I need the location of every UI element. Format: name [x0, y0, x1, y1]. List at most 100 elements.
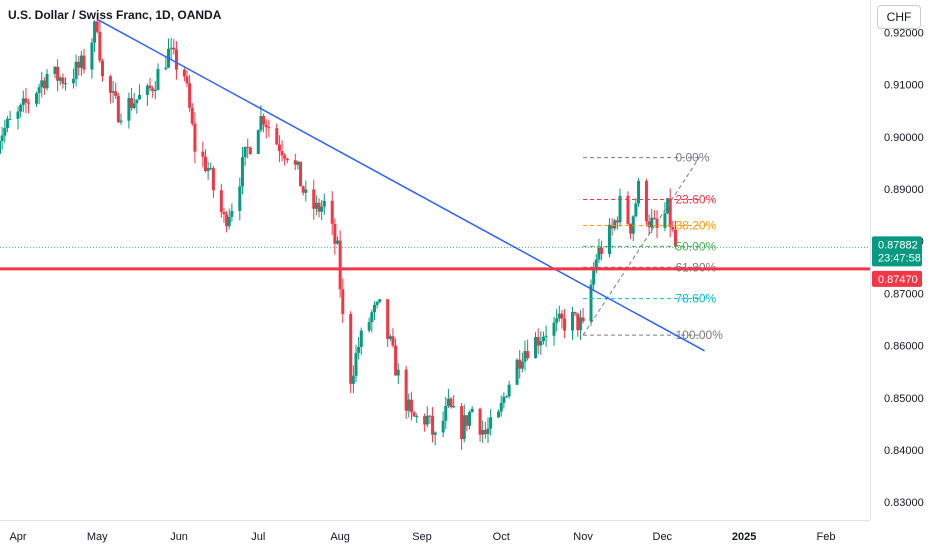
- candle-body: [557, 313, 561, 319]
- candle-body: [188, 83, 192, 108]
- candle-body: [45, 73, 49, 89]
- time-tick-label: Apr: [9, 531, 26, 543]
- candle-body: [312, 189, 316, 209]
- candle-body: [386, 299, 390, 339]
- candle-body: [190, 107, 194, 124]
- candle-body: [111, 91, 115, 93]
- time-tick-label: May: [87, 531, 108, 543]
- candle-body: [219, 190, 223, 212]
- candle-body: [148, 85, 152, 89]
- candle-body: [296, 161, 300, 165]
- candle-body: [317, 202, 321, 212]
- candle-body: [518, 359, 522, 369]
- candle-body: [671, 226, 675, 230]
- candle-body: [359, 330, 363, 347]
- candle-body: [523, 351, 527, 362]
- price-tick-label: 0.92000: [884, 27, 924, 39]
- candle-body: [536, 337, 540, 346]
- candle-body: [357, 346, 361, 353]
- candle-body: [336, 240, 340, 244]
- candle-body: [82, 55, 86, 70]
- candle-body: [246, 146, 250, 148]
- candle-body: [93, 21, 97, 43]
- candle-body: [507, 384, 511, 397]
- candle-body: [169, 47, 173, 49]
- candle-body: [486, 428, 490, 435]
- current-price-label: 0.87882: [878, 239, 918, 251]
- candle-body: [301, 186, 305, 193]
- descending-trendline[interactable]: [96, 18, 705, 352]
- candle-body: [0, 140, 2, 154]
- candle-body: [415, 416, 419, 418]
- currency-button[interactable]: CHF: [877, 5, 921, 29]
- time-tick-label: Aug: [330, 531, 350, 543]
- candle-body: [412, 412, 416, 417]
- candle-body: [285, 158, 289, 161]
- candle-body: [483, 429, 487, 435]
- candle-body: [264, 124, 268, 128]
- candle-body: [407, 399, 411, 411]
- candle-body: [391, 336, 395, 346]
- symbol-title: U.S. Dollar / Swiss Franc, 1D, OANDA: [8, 8, 222, 22]
- candle-body: [230, 210, 234, 217]
- candle-body: [396, 369, 400, 376]
- bar-countdown-label: 23:47:58: [878, 252, 921, 264]
- drawings[interactable]: 0.00% 23.60% 38.20% 50.00% 61.80% 78.60% 100.0…: [0, 18, 870, 352]
- candle-body: [600, 247, 604, 254]
- candle-body: [541, 336, 545, 342]
- candle-body: [634, 203, 638, 217]
- candle-body: [444, 405, 448, 421]
- candle-body: [277, 144, 281, 151]
- candle-body: [61, 77, 65, 84]
- candle-body: [8, 118, 12, 120]
- candle-body: [663, 213, 667, 228]
- time-axis[interactable]: Apr May Jun Jul Aug Sep Oct Nov Dec 2025 Feb: [9, 531, 835, 543]
- candle-body: [673, 229, 677, 247]
- candle-body: [578, 317, 582, 331]
- candle-body: [130, 98, 134, 109]
- candle-body: [203, 156, 207, 171]
- candle-body: [388, 336, 392, 339]
- time-tick-label: Oct: [493, 531, 510, 543]
- candle-body: [460, 406, 464, 440]
- time-tick-label: Feb: [817, 531, 836, 543]
- candle-body: [668, 198, 672, 227]
- fib-level-label: 78.60%: [675, 292, 716, 306]
- candle-body: [108, 76, 112, 93]
- candle-body: [589, 284, 593, 322]
- candle-body: [127, 98, 131, 121]
- candle-body: [425, 415, 429, 425]
- candle-body: [539, 341, 543, 346]
- candle-body: [626, 195, 630, 224]
- candle-body: [119, 120, 123, 123]
- candle-body: [172, 47, 176, 50]
- time-tick-label: Sep: [412, 531, 432, 543]
- support-price-badge: [872, 270, 922, 287]
- candle-body: [571, 312, 575, 331]
- candle-body: [351, 375, 355, 384]
- candle-body: [90, 42, 94, 70]
- candle-body: [322, 200, 326, 207]
- price-tick-label: 0.83000: [884, 497, 924, 509]
- price-tick-label: 0.87000: [884, 288, 924, 300]
- price-tick-label: 0.85000: [884, 393, 924, 405]
- candle-body: [489, 417, 493, 429]
- candle-body: [34, 93, 38, 104]
- candle-body: [293, 160, 297, 165]
- candle-body: [581, 317, 585, 322]
- price-tick-label: 0.89000: [884, 184, 924, 196]
- candle-body: [222, 211, 226, 215]
- fib-level-label: 0.00%: [675, 151, 709, 165]
- candle-body: [502, 396, 506, 403]
- candle-body: [394, 345, 398, 376]
- candle-body: [354, 352, 358, 376]
- candle-body: [116, 95, 120, 123]
- candle-body: [404, 369, 408, 411]
- candle-body: [174, 49, 178, 70]
- price-axis[interactable]: 0.920000.910000.900000.890000.880000.870…: [872, 27, 924, 509]
- candle-body: [53, 66, 57, 74]
- candle-body: [182, 69, 186, 77]
- candle-body: [615, 220, 619, 223]
